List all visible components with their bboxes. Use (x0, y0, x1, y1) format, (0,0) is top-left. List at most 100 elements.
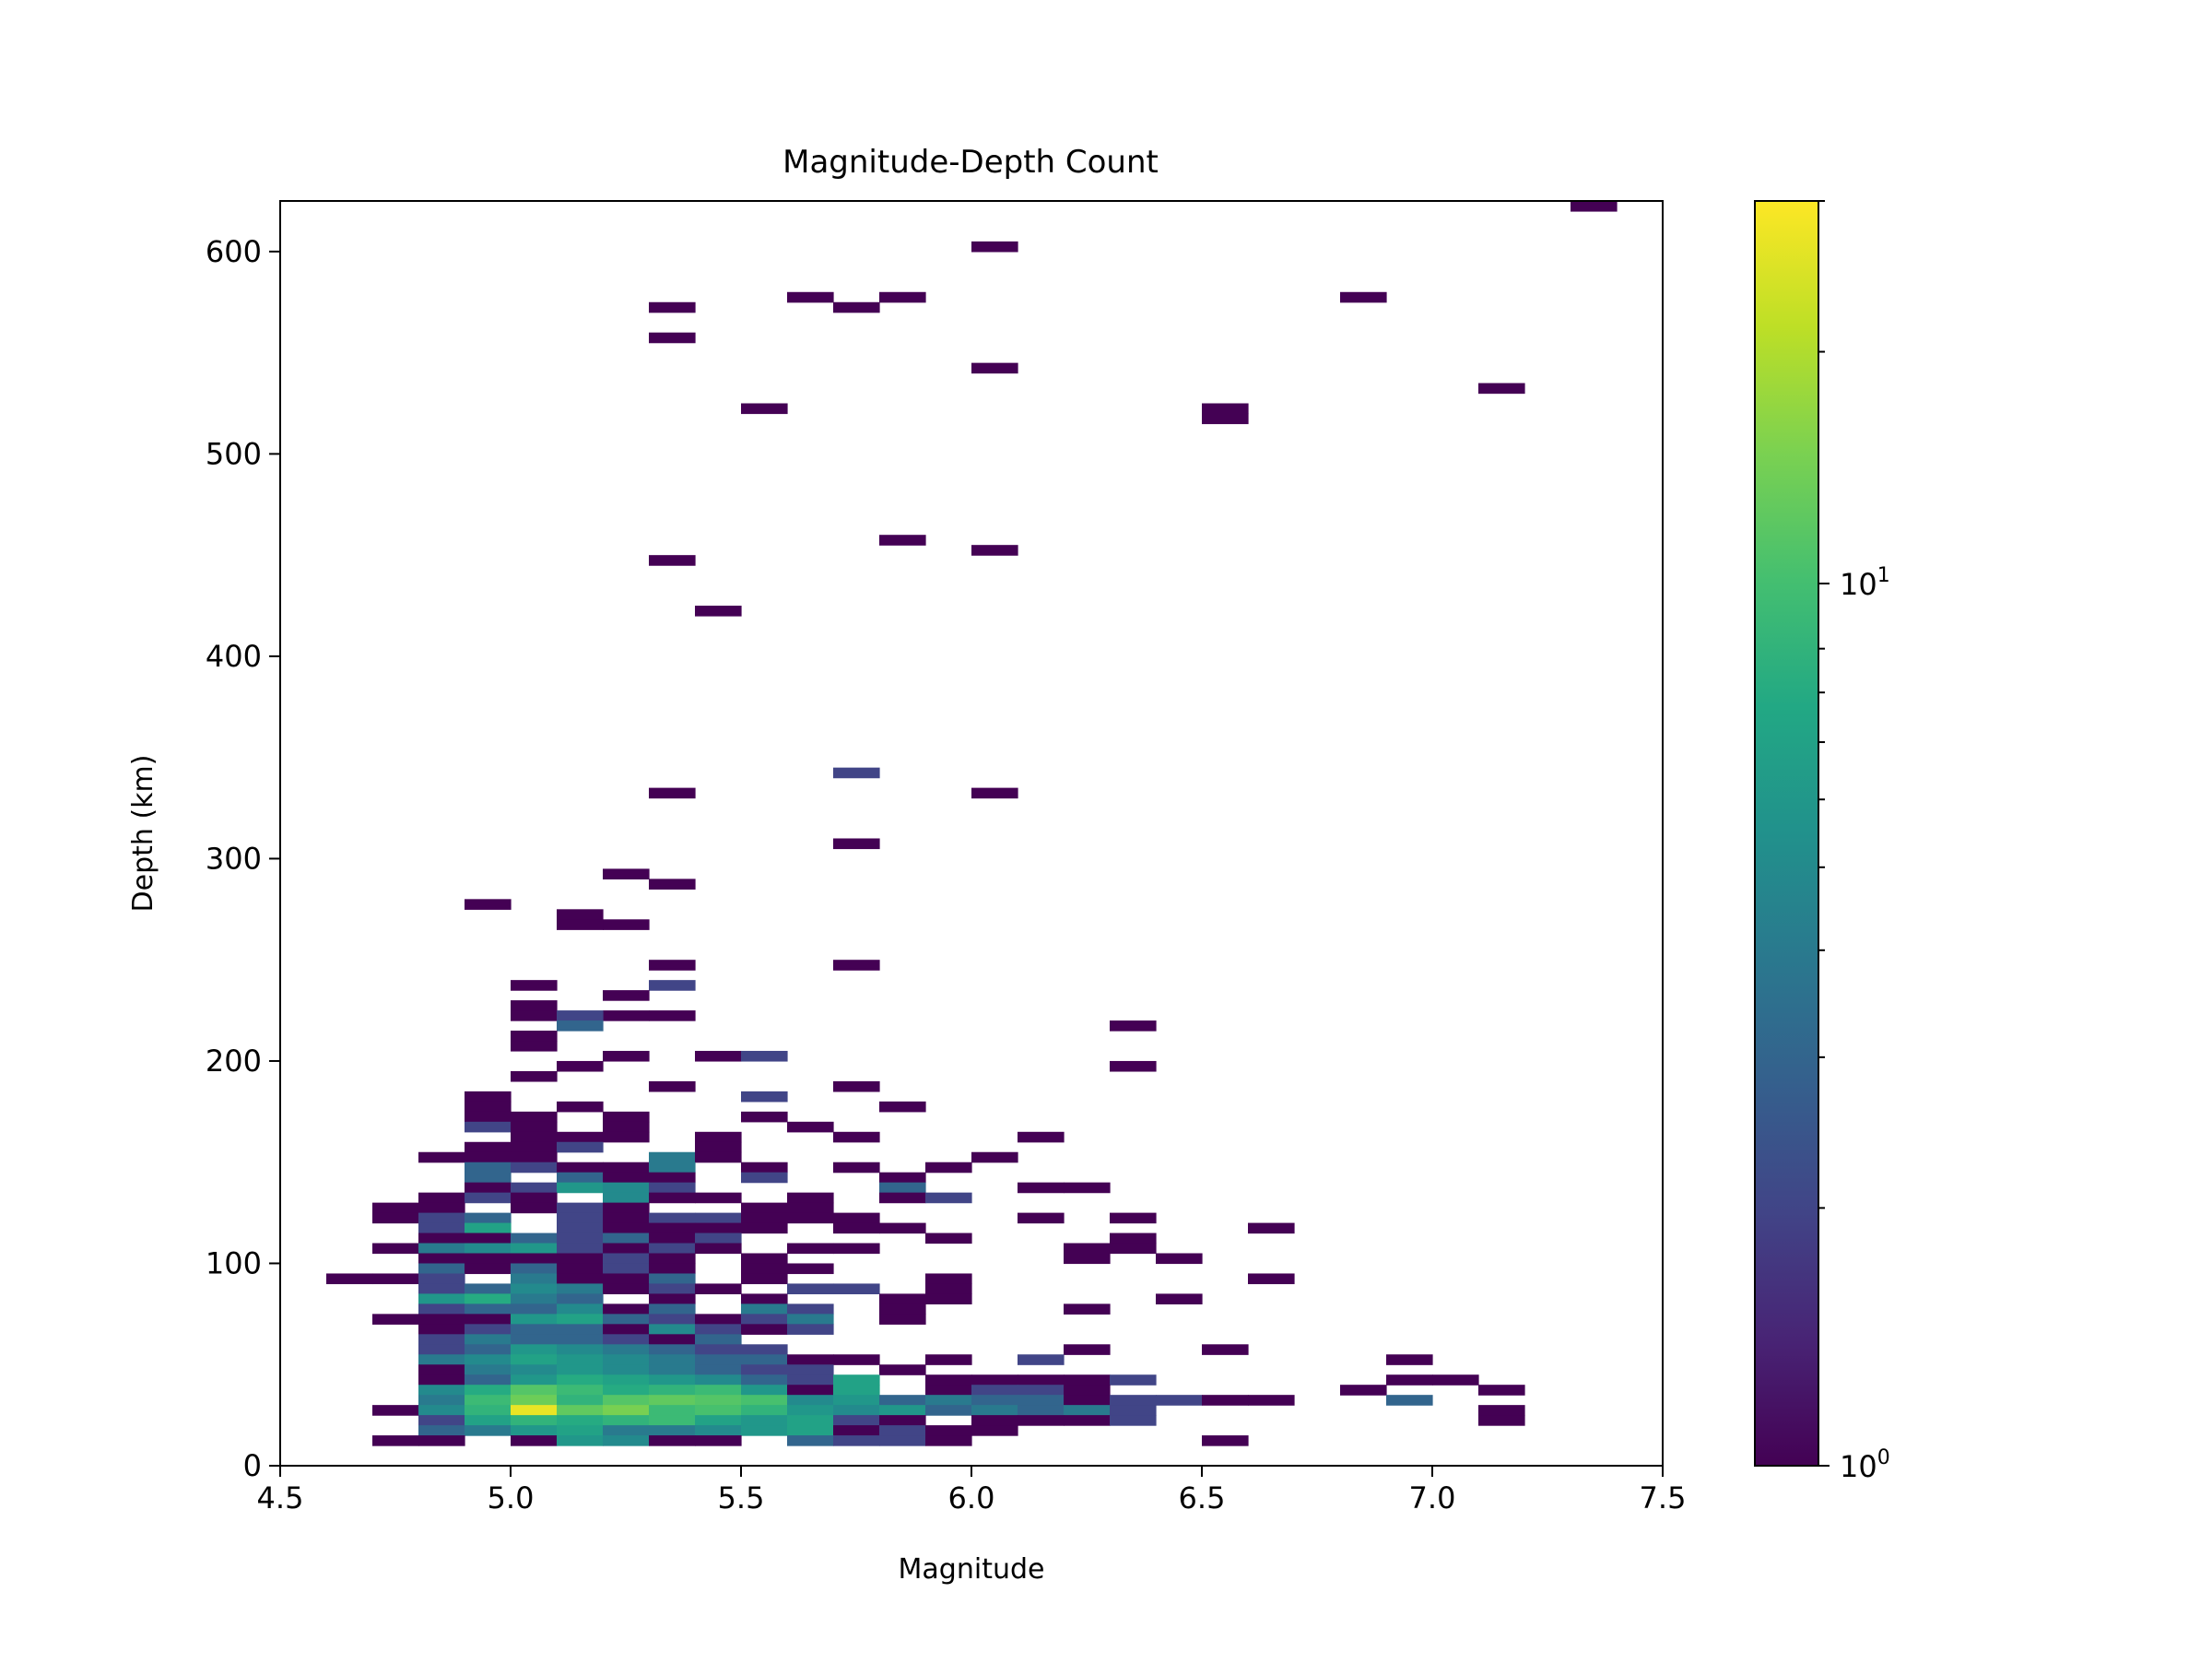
heatmap-cell (418, 1385, 465, 1396)
heatmap-cell (649, 1162, 696, 1174)
heatmap-cell (1202, 1395, 1249, 1406)
colorbar-tick-1e0: 100 (1818, 1446, 1890, 1484)
colorbar: 100 10 1 (1754, 200, 1890, 1484)
x-axis: 4.5 5.0 5.5 6.0 6.5 7.0 7.5 (257, 1466, 1686, 1516)
heatmap-cell (649, 1303, 696, 1315)
heatmap-cell (741, 1374, 788, 1386)
heatmap-cell (557, 1253, 604, 1265)
heatmap-cell (649, 332, 696, 344)
heatmap-cell (1386, 1395, 1433, 1406)
heatmap-cell (1064, 1243, 1111, 1255)
heatmap-cell (603, 1121, 650, 1133)
heatmap-cell (1110, 1243, 1157, 1255)
heatmap-cell (649, 1243, 696, 1255)
heatmap-cell (465, 1303, 512, 1315)
heatmap-cell (1478, 383, 1525, 395)
heatmap-cell (741, 1263, 788, 1275)
heatmap-cell (695, 1395, 742, 1406)
heatmap-cell (925, 1293, 972, 1304)
heatmap-cell (557, 1273, 604, 1285)
heatmap-cell (649, 960, 696, 971)
heatmap-cell (649, 1385, 696, 1396)
heatmap-cell (1432, 1374, 1479, 1386)
heatmap-cell (603, 1263, 650, 1275)
heatmap-cell (603, 1435, 650, 1446)
heatmap-cell (511, 1314, 558, 1325)
heatmap-cell (787, 1364, 834, 1375)
heatmap-cell (1478, 1405, 1525, 1416)
heatmap-cell (603, 1364, 650, 1375)
heatmap-cell (649, 1222, 696, 1234)
heatmap-cell (649, 1415, 696, 1426)
heatmap-cell (741, 1111, 788, 1123)
heatmap-cell (649, 1283, 696, 1295)
colorbar-tick-exp: 1 (1877, 564, 1890, 587)
heatmap-cell (787, 1425, 834, 1436)
heatmap-cell (787, 1202, 834, 1214)
heatmap-cell (1110, 1415, 1157, 1426)
heatmap-cell (511, 1354, 558, 1365)
heatmap-cell (787, 1283, 834, 1295)
heatmap-cell (971, 1151, 1018, 1163)
heatmap-cell (603, 1131, 650, 1143)
heatmap-cell (418, 1253, 465, 1265)
heatmap-cell (603, 1273, 650, 1285)
y-tick-label: 400 (206, 639, 262, 674)
heatmap-cell (1018, 1385, 1065, 1396)
heatmap-cell (649, 1314, 696, 1325)
heatmap-cell (833, 1354, 880, 1365)
heatmap-cell (833, 767, 880, 779)
heatmap-cell (1110, 1405, 1157, 1416)
heatmap-cell (741, 1050, 788, 1062)
heatmap-cell (741, 1162, 788, 1174)
heatmap-cell (741, 1385, 788, 1396)
heatmap-cell (649, 1354, 696, 1365)
heatmap-cell (603, 1334, 650, 1345)
heatmap-cell (465, 1334, 512, 1345)
heatmap-cell (695, 1283, 742, 1295)
x-tick-label: 4.5 (257, 1480, 304, 1516)
heatmap-cell (603, 1222, 650, 1234)
heatmap-cell (1064, 1415, 1111, 1426)
heatmap-cell (787, 1263, 834, 1275)
heatmap-cell (649, 1182, 696, 1194)
heatmap-cell (787, 1192, 834, 1204)
y-tick-label: 0 (243, 1448, 262, 1483)
heatmap-cell (695, 1374, 742, 1386)
heatmap-cell (971, 362, 1018, 374)
heatmap-cell (418, 1354, 465, 1365)
heatmap-cell (465, 1395, 512, 1406)
heatmap-cell (833, 1425, 880, 1436)
heatmap-cell (511, 1364, 558, 1375)
heatmap-cell (1156, 1293, 1203, 1304)
heatmap-cell (649, 1172, 696, 1184)
heatmap-cell (511, 1395, 558, 1406)
heatmap-cell (649, 787, 696, 799)
heatmap-cell (925, 1374, 972, 1386)
heatmap-cell (465, 1172, 512, 1184)
heatmap-cell (695, 1192, 742, 1204)
colorbar-gradient (1754, 200, 1819, 1467)
heatmap-cell (833, 1385, 880, 1396)
colorbar-tick-base: 10 (1840, 1449, 1877, 1484)
heatmap-cell (511, 1131, 558, 1143)
heatmap-cell (511, 1192, 558, 1204)
heatmap-cell (1478, 1415, 1525, 1426)
heatmap-cell (418, 1364, 465, 1375)
heatmap-cell (787, 1374, 834, 1386)
heatmap-cells (326, 201, 1618, 1446)
heatmap-cell (557, 1202, 604, 1214)
heatmap-cell (833, 1131, 880, 1143)
heatmap-cell (465, 899, 512, 910)
heatmap-cell (511, 1041, 558, 1052)
heatmap-cell (465, 1233, 512, 1244)
heatmap-cell (465, 1151, 512, 1163)
heatmap-cell (465, 1182, 512, 1194)
heatmap-cell (418, 1344, 465, 1355)
heatmap-cell (879, 1293, 926, 1304)
heatmap-cell (511, 1303, 558, 1315)
heatmap-cell (603, 1253, 650, 1265)
y-tick-label: 100 (206, 1245, 262, 1280)
heatmap-cell (372, 1314, 419, 1325)
